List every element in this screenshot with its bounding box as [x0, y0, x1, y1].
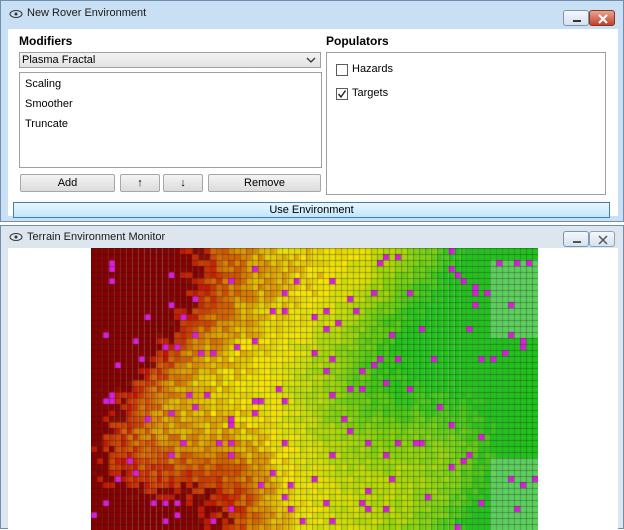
- minimize-icon: [573, 20, 581, 22]
- modifier-type-select[interactable]: Plasma Fractal: [19, 52, 321, 68]
- list-item[interactable]: Scaling: [25, 78, 62, 90]
- rover-titlebar[interactable]: New Rover Environment: [1, 1, 623, 29]
- monitor-titlebar[interactable]: Terrain Environment Monitor: [1, 226, 623, 248]
- minimize-icon: [573, 241, 581, 243]
- rover-window-title: New Rover Environment: [27, 7, 147, 19]
- close-button[interactable]: [589, 231, 615, 247]
- rover-window: New Rover Environment Modifiers Plasma F…: [0, 0, 624, 222]
- close-icon: [598, 14, 608, 24]
- modifiers-list[interactable]: Scaling Smoother Truncate: [19, 72, 322, 168]
- modifiers-heading: Modifiers: [19, 34, 73, 48]
- add-button[interactable]: Add: [20, 174, 115, 192]
- remove-button[interactable]: Remove: [208, 174, 321, 192]
- hazards-checkbox[interactable]: [336, 64, 348, 76]
- populators-heading: Populators: [326, 34, 389, 48]
- terrain-heightmap[interactable]: [91, 248, 538, 530]
- populators-list: Hazards Targets: [326, 52, 606, 195]
- chevron-down-icon: [306, 57, 316, 63]
- targets-checkbox[interactable]: [336, 88, 348, 100]
- use-environment-button[interactable]: Use Environment: [13, 202, 610, 218]
- checkmark-icon: [337, 90, 347, 99]
- list-item[interactable]: Smoother: [25, 98, 73, 110]
- close-icon: [598, 235, 608, 245]
- monitor-window-title: Terrain Environment Monitor: [27, 231, 166, 243]
- monitor-window: Terrain Environment Monitor: [0, 225, 624, 530]
- move-down-button[interactable]: ↓: [163, 174, 203, 192]
- hazards-label: Hazards: [352, 63, 393, 75]
- modifier-type-value: Plasma Fractal: [22, 54, 96, 66]
- move-up-button[interactable]: ↑: [120, 174, 160, 192]
- window-icon: [9, 233, 23, 241]
- close-button[interactable]: [589, 10, 615, 26]
- list-item[interactable]: Truncate: [25, 118, 69, 130]
- window-icon: [9, 10, 23, 18]
- minimize-button[interactable]: [563, 10, 589, 26]
- monitor-client-area: [8, 248, 618, 530]
- targets-label: Targets: [352, 87, 389, 99]
- rover-client-area: Modifiers Plasma Fractal Scaling Smoothe…: [8, 29, 618, 218]
- minimize-button[interactable]: [563, 231, 589, 247]
